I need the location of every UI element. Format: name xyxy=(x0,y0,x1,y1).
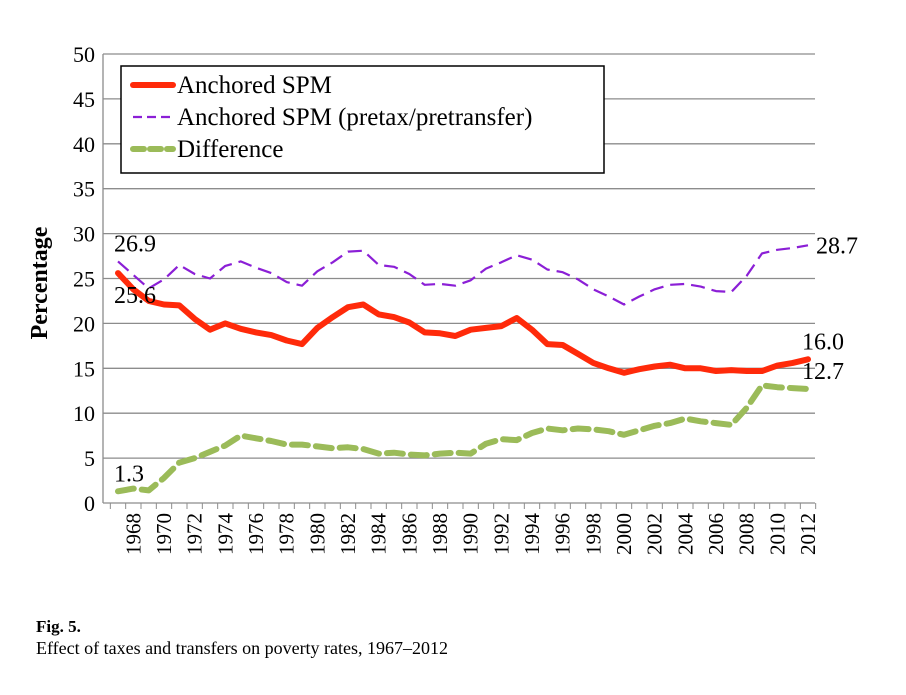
legend-label-2: Difference xyxy=(177,136,283,163)
x-tick-label: 1974 xyxy=(213,513,237,556)
x-tick-label: 1976 xyxy=(244,513,268,555)
y-axis-label: Percentage xyxy=(27,226,53,339)
y-tick-labels: 0 5 10 15 20 25 30 35 40 45 50 xyxy=(73,42,95,516)
x-tick-label: 2002 xyxy=(643,513,667,555)
y-tick-label: 40 xyxy=(73,132,95,157)
x-tick-label: 1994 xyxy=(520,513,544,556)
y-tick-label: 0 xyxy=(84,491,95,516)
x-tick-label: 1978 xyxy=(275,513,299,555)
x-tick-label: 2010 xyxy=(765,513,789,555)
x-tick-label: 1996 xyxy=(551,513,575,555)
x-tick-label: 2012 xyxy=(796,513,820,555)
x-tick-label: 1998 xyxy=(581,513,605,555)
x-tick-label: 1992 xyxy=(489,513,513,555)
series-line-2 xyxy=(115,382,811,495)
figure-caption: Effect of taxes and transfers on poverty… xyxy=(36,638,449,658)
x-tick-label: 1988 xyxy=(428,513,452,555)
x-tick-label: 1972 xyxy=(183,513,207,555)
y-tick-label: 45 xyxy=(73,87,95,112)
x-tick-label: 2006 xyxy=(704,513,728,555)
y-tick-label: 50 xyxy=(73,42,95,67)
x-tick-label: 2008 xyxy=(735,513,759,555)
y-tick-label: 15 xyxy=(73,356,95,381)
x-tick-label: 1980 xyxy=(305,513,329,555)
legend: Anchored SPM Anchored SPM (pretax/pretran… xyxy=(120,65,605,174)
y-tick-label: 30 xyxy=(73,222,95,247)
line-chart: 0 5 10 15 20 25 30 35 40 45 50 1968 1970 1972 1974 197… xyxy=(27,42,858,556)
data-label: 16.0 xyxy=(802,329,844,355)
data-label: 28.7 xyxy=(816,233,858,259)
y-tick-label: 10 xyxy=(73,401,95,426)
figure-label: Fig. 5. xyxy=(36,617,81,636)
y-tick-label: 25 xyxy=(73,267,95,292)
data-labels: 26.9 25.6 1.3 28.7 16.0 12.7 xyxy=(114,231,858,487)
y-tick-label: 20 xyxy=(73,311,95,336)
x-tick-label: 1986 xyxy=(397,513,421,555)
data-label: 12.7 xyxy=(802,359,844,385)
data-label: 26.9 xyxy=(114,231,156,257)
x-tick-label: 1990 xyxy=(459,513,483,555)
x-tick-label: 2000 xyxy=(612,513,636,555)
data-label: 25.6 xyxy=(114,283,156,309)
legend-box xyxy=(120,65,605,174)
legend-label-0: Anchored SPM xyxy=(177,72,332,99)
legend-label-1: Anchored SPM (pretax/pretransfer) xyxy=(177,104,532,131)
x-tick-label: 1970 xyxy=(152,513,176,555)
axes xyxy=(102,54,817,509)
x-tick-label: 2004 xyxy=(673,513,697,556)
x-tick-label: 1968 xyxy=(121,513,145,555)
y-tick-label: 5 xyxy=(84,446,95,471)
x-tick-labels: 1968 1970 1972 1974 1976 1978 1980 1982 1984 1986… xyxy=(121,513,820,556)
x-tick-label: 1984 xyxy=(367,513,391,556)
data-label: 1.3 xyxy=(114,461,144,487)
y-tick-label: 35 xyxy=(73,177,95,202)
series-line-0 xyxy=(115,270,811,376)
series-lines xyxy=(115,244,811,495)
series-line-1 xyxy=(117,244,809,306)
x-tick-label: 1982 xyxy=(336,513,360,555)
